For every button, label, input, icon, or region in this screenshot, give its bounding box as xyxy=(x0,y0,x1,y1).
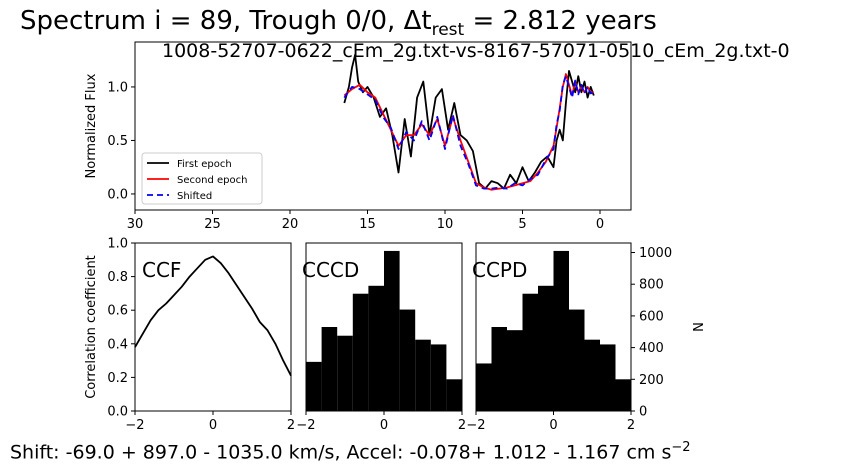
ccf-y-axis-label: Correlation coefficient xyxy=(84,255,99,399)
cccd-bar xyxy=(415,339,431,411)
ccf-plot: −2 0 2 0.0 0.2 0.4 0.6 0.8 1.0 CCF Correlation coe… xyxy=(84,237,295,434)
ccf-x-tick-label: 2 xyxy=(287,418,295,433)
ccpd-panel-title: CCPD xyxy=(472,258,527,282)
ccpd-y-tick-label: 600 xyxy=(639,309,664,324)
cccd-panel-title: CCCD xyxy=(302,258,359,282)
ccpd-y-tick-label: 200 xyxy=(639,373,664,388)
ccf-y-tick-label: 0.2 xyxy=(107,371,128,386)
spectrum-x-tick-label: 30 xyxy=(127,217,144,232)
spectrum-x-tick-label: 10 xyxy=(437,217,454,232)
spectrum-x-tick-label: 20 xyxy=(282,217,299,232)
cccd-bar xyxy=(337,335,353,411)
title-subscript: rest xyxy=(431,20,465,41)
cccd-bar xyxy=(446,379,462,411)
cccd-histogram: −2 0 2 CCCD xyxy=(296,242,466,433)
ccpd-bar xyxy=(491,327,507,411)
spectrum-x-tick-label: 15 xyxy=(359,217,376,232)
summary-exponent: −2 xyxy=(671,440,691,455)
cccd-bar xyxy=(399,309,416,411)
figure-title: Spectrum i = 89, Trough 0/0, Δtrest = 2.… xyxy=(20,6,657,40)
spectrum-y-tick-label: 1.0 xyxy=(107,80,128,95)
spectrum-x-tick-label: 0 xyxy=(596,217,604,232)
axes-frame xyxy=(134,41,632,211)
ccpd-bar xyxy=(569,309,585,411)
ccpd-y-axis-label: N xyxy=(689,322,704,332)
ccpd-x-tick-label: 2 xyxy=(627,418,635,433)
cccd-x-tick-label: 0 xyxy=(380,418,388,433)
ccpd-x-tick-label: 0 xyxy=(549,418,557,433)
spectrum-pair-label: 1008-52707-0622_cEm_2g.txt-vs-8167-57071… xyxy=(162,40,790,62)
legend-label-first-epoch-line: First epoch xyxy=(177,159,232,170)
ccf-y-tick-label: 0.4 xyxy=(107,337,128,352)
shifted-line xyxy=(343,75,595,190)
ccf-panel-title: CCF xyxy=(142,258,181,282)
summary-text: Shift: -69.0 + 897.0 - 1035.0 km/s, Acce… xyxy=(10,441,672,464)
legend-label-second-epoch-line: Second epoch xyxy=(177,175,247,186)
ccf-y-tick-label: 0.8 xyxy=(107,270,128,285)
ccpd-bar xyxy=(615,379,631,411)
cccd-x-tick-label: −2 xyxy=(296,418,315,433)
cccd-bar xyxy=(368,285,384,411)
ccpd-y-tick-label: 800 xyxy=(639,278,664,293)
ccf-x-tick-label: 0 xyxy=(209,418,217,433)
ccpd-y-tick-label: 0 xyxy=(639,405,647,420)
ccpd-bar xyxy=(522,293,538,411)
legend-box xyxy=(141,152,263,205)
second-epoch-line xyxy=(343,73,594,191)
cccd-bar xyxy=(352,293,369,411)
title-main: Spectrum i = 89, Trough 0/0, Δt xyxy=(20,6,432,36)
spectrum-y-tick-label: 0.0 xyxy=(107,187,128,202)
ccpd-bar xyxy=(553,250,569,411)
title-value: = 2.812 years xyxy=(464,6,657,36)
ccpd-bar xyxy=(538,285,554,411)
ccpd-bar xyxy=(507,330,523,411)
ccpd-y-tick-label: 400 xyxy=(639,341,664,356)
ccpd-bar xyxy=(600,344,616,411)
ccpd-bar xyxy=(476,363,492,411)
ccf-line xyxy=(134,255,292,377)
spectrum-x-tick-label: 5 xyxy=(518,217,526,232)
spectrum-x-tick-label: 25 xyxy=(204,217,221,232)
cccd-bar xyxy=(321,327,338,411)
cccd-bar xyxy=(384,250,400,411)
spectrum-y-axis-label: Normalized Flux xyxy=(84,73,99,178)
ccf-y-tick-label: 1.0 xyxy=(107,237,128,252)
ccpd-x-tick-label: −2 xyxy=(466,418,485,433)
spectrum-plot: 30 25 20 15 10 5 0 0.0 0.5 1.0 Normalized Flux Firs… xyxy=(84,41,632,232)
ccf-y-tick-label: 0.6 xyxy=(107,304,128,319)
shift-accel-summary: Shift: -69.0 + 897.0 - 1035.0 km/s, Acce… xyxy=(10,440,691,463)
ccf-x-tick-label: −2 xyxy=(125,418,144,433)
spectrum-y-tick-label: 0.5 xyxy=(107,134,128,149)
ccpd-bar xyxy=(584,339,600,411)
legend-label-shifted-line: Shifted xyxy=(177,191,212,202)
cccd-bar xyxy=(430,344,447,411)
cccd-bar xyxy=(306,361,322,411)
cccd-x-tick-label: 2 xyxy=(458,418,466,433)
ccf-y-tick-label: 0.0 xyxy=(107,405,128,420)
ccpd-y-tick-label: 1000 xyxy=(639,246,672,261)
